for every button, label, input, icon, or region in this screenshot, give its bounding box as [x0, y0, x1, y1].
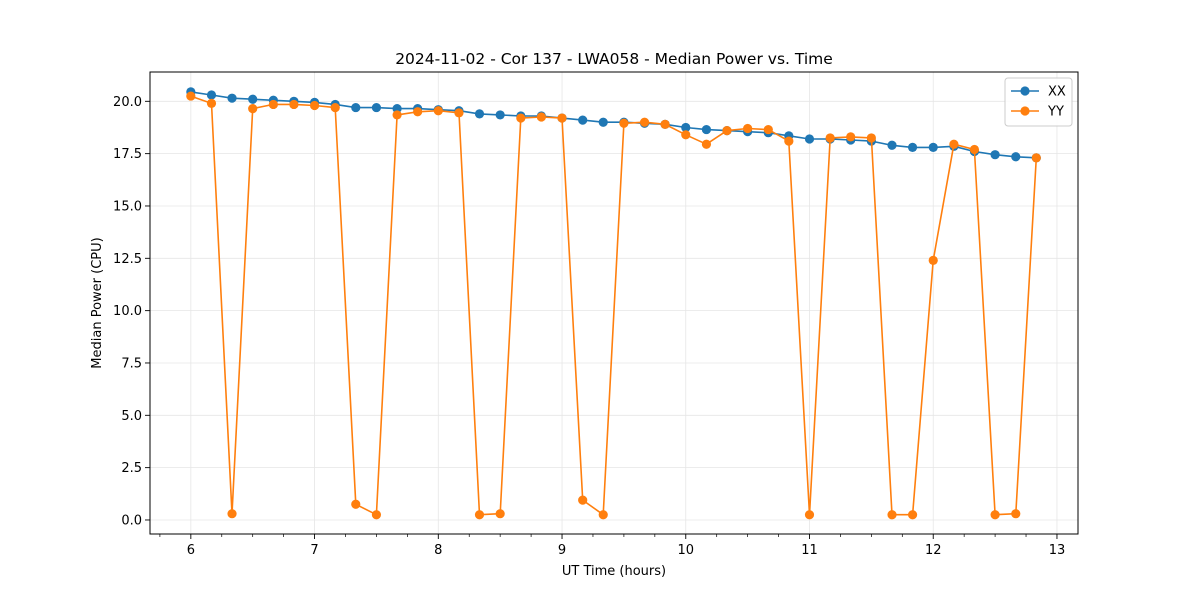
- data-point-xx: [227, 93, 237, 103]
- data-point-yy: [846, 132, 856, 142]
- data-point-xx: [701, 124, 712, 135]
- y-tick-label: 10.0: [113, 304, 142, 319]
- data-point-yy: [598, 510, 608, 520]
- y-tick-label: 2.5: [121, 461, 142, 476]
- x-tick-label: 13: [1049, 543, 1066, 558]
- plot-frame: [149, 71, 1079, 535]
- data-point-yy: [619, 118, 629, 128]
- y-tick-label: 17.5: [113, 147, 142, 162]
- data-point-yy: [949, 139, 959, 149]
- data-point-yy: [186, 91, 196, 101]
- data-point-xx: [887, 140, 897, 150]
- data-point-xx: [248, 94, 258, 104]
- data-point-xx: [990, 150, 1000, 160]
- legend-swatch-marker: [1020, 106, 1030, 116]
- data-point-yy: [206, 98, 217, 109]
- x-tick-label: 11: [801, 543, 818, 558]
- x-tick-label: 6: [187, 543, 195, 558]
- x-tick-label: 12: [925, 543, 942, 558]
- data-point-yy: [928, 255, 938, 266]
- legend: XX YY: [1004, 77, 1073, 127]
- data-point-yy: [784, 136, 794, 146]
- axes: 6 7 8 9 10 11 12 13 0.0 2.5 5.0 7.5 10.0 12.5 15.0 17.5…: [113, 95, 1065, 558]
- legend-label-yy: YY: [1047, 105, 1064, 120]
- x-tick-label: 8: [434, 543, 442, 558]
- legend-swatch-marker: [1020, 86, 1030, 96]
- data-point-yy: [990, 510, 1000, 520]
- data-point-xx: [351, 102, 361, 113]
- data-point-yy: [289, 99, 299, 110]
- data-point-xx: [578, 115, 588, 125]
- data-point-yy: [701, 139, 712, 149]
- data-point-yy: [722, 126, 732, 136]
- data-point-yy: [660, 119, 670, 129]
- x-axis-label: UT Time (hours): [562, 564, 666, 579]
- data-point-yy: [907, 510, 918, 520]
- data-point-xx: [495, 110, 505, 120]
- data-point-xx: [681, 122, 691, 133]
- data-point-yy: [557, 113, 567, 123]
- y-tick-label: 7.5: [121, 356, 142, 371]
- data-point-yy: [639, 117, 650, 127]
- data-point-yy: [392, 110, 402, 120]
- data-point-yy: [371, 510, 382, 520]
- data-point-xx: [804, 134, 815, 144]
- x-tick-label: 9: [558, 543, 566, 558]
- chart-title: 2024-11-02 - Cor 137 - LWA058 - Median P…: [395, 50, 833, 68]
- series-line-yy: [190, 95, 1038, 516]
- data-point-yy: [866, 133, 876, 143]
- x-tick-label: 10: [677, 543, 694, 558]
- data-point-xx: [371, 102, 382, 113]
- data-point-yy: [516, 113, 526, 123]
- data-point-yy: [454, 108, 464, 118]
- series-layer: [186, 87, 1041, 520]
- y-tick-label: 20.0: [113, 95, 142, 110]
- y-tick-label: 5.0: [121, 409, 142, 424]
- data-point-yy: [825, 133, 835, 143]
- data-point-xx: [1011, 152, 1021, 162]
- data-point-yy: [578, 495, 588, 505]
- data-point-yy: [227, 509, 237, 519]
- data-point-yy: [330, 102, 340, 113]
- data-point-yy: [681, 130, 691, 140]
- data-point-yy: [1011, 509, 1021, 519]
- data-point-yy: [887, 510, 897, 520]
- data-point-yy: [351, 499, 361, 509]
- data-point-yy: [763, 124, 773, 135]
- x-tick-label: 7: [310, 543, 318, 558]
- data-point-xx: [206, 90, 217, 100]
- data-point-yy: [433, 106, 443, 116]
- y-tick-label: 12.5: [113, 252, 142, 267]
- data-point-yy: [1031, 153, 1041, 163]
- data-point-yy: [969, 144, 980, 155]
- data-point-yy: [804, 510, 815, 520]
- data-point-xx: [907, 142, 918, 152]
- data-point-yy: [413, 107, 423, 117]
- y-axis-label: Median Power (CPU): [90, 237, 105, 368]
- data-point-yy: [495, 509, 505, 519]
- data-point-xx: [598, 117, 608, 127]
- series-yy: [186, 91, 1041, 520]
- data-point-xx: [928, 142, 938, 152]
- data-point-yy: [743, 123, 753, 134]
- data-point-xx: [474, 109, 485, 119]
- data-point-yy: [268, 99, 278, 110]
- data-point-yy: [536, 112, 546, 122]
- data-point-yy: [474, 510, 485, 520]
- data-point-yy: [309, 100, 320, 111]
- y-tick-label: 15.0: [113, 199, 142, 214]
- legend-label-xx: XX: [1048, 85, 1066, 100]
- data-point-yy: [248, 104, 258, 114]
- y-tick-label: 0.0: [121, 513, 142, 528]
